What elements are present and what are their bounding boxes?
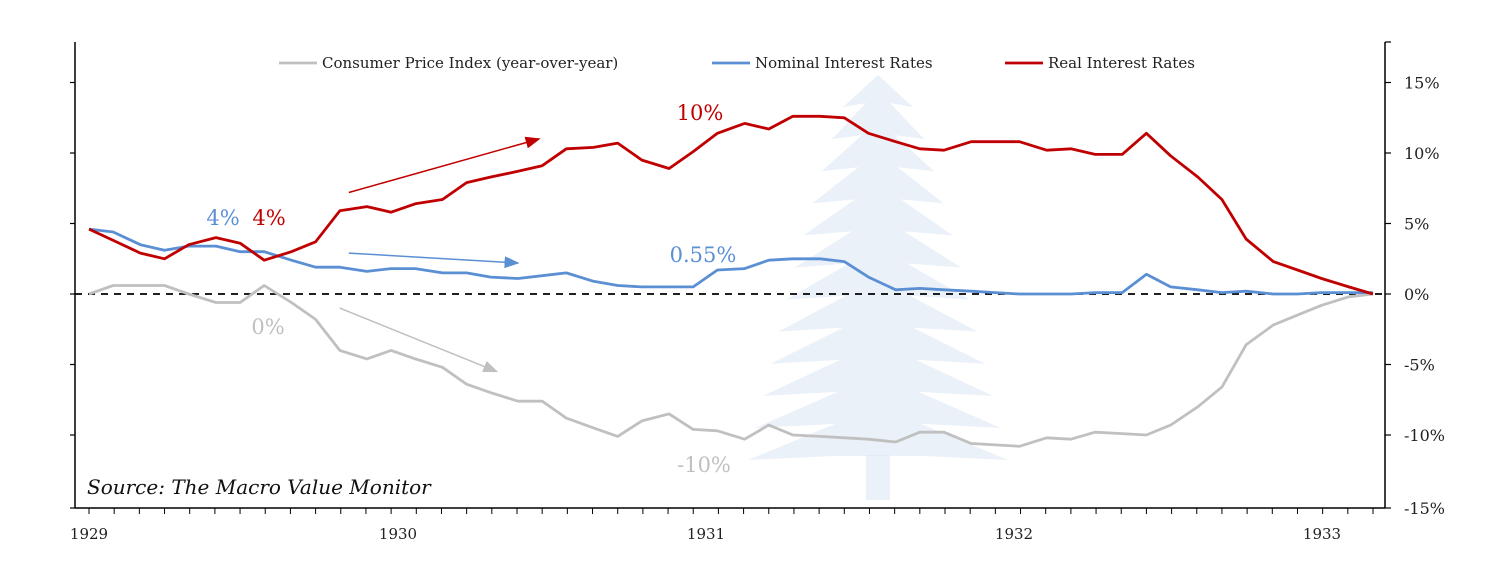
x-tick-label: 1931 xyxy=(687,525,725,543)
source-note: Source: The Macro Value Monitor xyxy=(87,475,432,499)
y-tick-label: 5% xyxy=(1404,215,1429,234)
trend-arrow-nominal xyxy=(348,252,520,269)
annotation-label: 4% xyxy=(206,206,239,230)
series-line-real xyxy=(88,114,1374,296)
series-lines xyxy=(88,114,1374,448)
annotation-label: 0.55% xyxy=(670,243,737,267)
x-tick-label: 1932 xyxy=(995,525,1033,543)
x-tick-label: 1929 xyxy=(70,525,108,543)
annotation-label: 10% xyxy=(677,101,724,125)
y-tick-label: 0% xyxy=(1404,285,1429,304)
trend-arrow-real xyxy=(348,136,541,194)
annotation-label: 4% xyxy=(252,206,285,230)
series-line-cpi xyxy=(88,284,1374,448)
y-tick-label: -15% xyxy=(1404,499,1445,518)
trend-arrows xyxy=(339,136,541,373)
legend-label: Real Interest Rates xyxy=(1048,54,1195,72)
axis-ticks: 15% 10% 5% 0% -5% -10% -15% 1929 1930 1931 1932 193… xyxy=(70,41,1445,543)
legend: Consumer Price Index (year-over-year) Nom… xyxy=(279,54,1195,72)
annotation-label: -10% xyxy=(677,453,731,477)
y-tick-label: -5% xyxy=(1404,356,1435,375)
trend-arrow-cpi xyxy=(339,307,499,373)
x-tick-label: 1933 xyxy=(1303,525,1341,543)
x-tick-label: 1930 xyxy=(379,525,417,543)
legend-label: Nominal Interest Rates xyxy=(755,54,933,72)
y-tick-label: -10% xyxy=(1404,426,1445,445)
tree-trunk xyxy=(866,455,890,500)
tree-watermark-icon xyxy=(748,75,1008,500)
series-line-nominal xyxy=(88,227,1373,296)
y-tick-label: 15% xyxy=(1404,74,1440,93)
annotation-label: 0% xyxy=(251,315,284,339)
tree-crown xyxy=(748,75,1008,460)
y-tick-label: 10% xyxy=(1404,144,1440,163)
annotations: 10% 4% 4% 0.55% 0% -10% xyxy=(206,101,736,477)
legend-label: Consumer Price Index (year-over-year) xyxy=(322,54,618,72)
